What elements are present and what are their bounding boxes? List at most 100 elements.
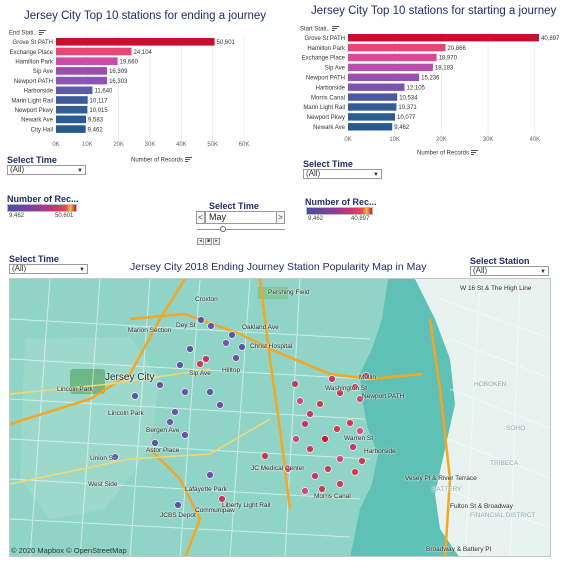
station-value: (All) bbox=[473, 266, 487, 275]
station-marker[interactable] bbox=[187, 346, 194, 353]
bar bbox=[56, 125, 86, 133]
sort-icon[interactable] bbox=[471, 150, 478, 156]
station-marker[interactable] bbox=[357, 428, 364, 435]
map-label-bergen: Bergen Ave bbox=[146, 427, 180, 434]
step-forward-button[interactable]: ▸ bbox=[213, 238, 220, 245]
station-marker[interactable] bbox=[302, 421, 309, 428]
station-marker[interactable] bbox=[337, 481, 344, 488]
step-back-button[interactable]: ◂ bbox=[197, 238, 204, 245]
bar-value-label: 9,462 bbox=[88, 127, 104, 133]
x-tick-label: 50K bbox=[207, 142, 218, 148]
start-color-legend bbox=[306, 207, 373, 215]
station-marker[interactable] bbox=[297, 398, 304, 405]
category-label: Exchange Place bbox=[302, 56, 346, 62]
station-marker[interactable] bbox=[177, 362, 184, 369]
station-marker[interactable] bbox=[350, 444, 357, 451]
station-marker[interactable] bbox=[317, 401, 324, 408]
start-measure-label: Number of Records bbox=[417, 151, 469, 157]
bar bbox=[56, 57, 118, 65]
category-label: Grove St PATH bbox=[13, 40, 53, 46]
station-marker[interactable] bbox=[203, 356, 210, 363]
map-label-morris: Morris Canal bbox=[314, 493, 351, 500]
x-tick-label: 30K bbox=[145, 142, 156, 148]
map-label-west-side: West Side bbox=[88, 481, 118, 488]
station-marker[interactable] bbox=[302, 488, 309, 495]
station-marker[interactable] bbox=[293, 436, 300, 443]
bar bbox=[348, 103, 396, 110]
station-dropdown[interactable]: (All) ▼ bbox=[470, 266, 549, 276]
time-slider-track[interactable] bbox=[197, 229, 285, 230]
station-marker[interactable] bbox=[233, 355, 240, 362]
select-time-label: Select Time bbox=[7, 155, 57, 165]
bar-value-label: 20,866 bbox=[447, 46, 466, 52]
station-marker[interactable] bbox=[239, 344, 246, 351]
station-marker[interactable] bbox=[229, 332, 236, 339]
station-marker[interactable] bbox=[292, 381, 299, 388]
x-tick-label: 40K bbox=[529, 137, 540, 143]
station-map[interactable]: Pershing Field Croxton Dey St Marion Sec… bbox=[9, 278, 551, 557]
end-chart-title: Jersey City Top 10 stations for ending a… bbox=[24, 10, 266, 22]
station-marker[interactable] bbox=[359, 458, 366, 465]
map-label-oakland: Oakland Ave bbox=[242, 324, 279, 331]
category-label: Grove St PATH bbox=[305, 36, 345, 42]
category-label: Newport PATH bbox=[14, 79, 53, 85]
station-marker[interactable] bbox=[207, 389, 214, 396]
station-marker[interactable] bbox=[352, 469, 359, 476]
select-time2-dropdown[interactable]: (All) ▼ bbox=[303, 169, 382, 179]
station-marker[interactable] bbox=[197, 361, 204, 368]
station-marker[interactable] bbox=[198, 317, 205, 324]
bar-value-label: 18,970 bbox=[439, 56, 458, 62]
next-button[interactable]: > bbox=[276, 211, 285, 224]
station-marker[interactable] bbox=[347, 420, 354, 427]
map-label-croxton: Croxton bbox=[195, 296, 218, 303]
start-chart-svg: 0K 10K 20K 30K 40KGrove St PATH 40,897Hamilto… bbox=[290, 30, 572, 150]
category-label: Marin Light Rail bbox=[303, 105, 345, 111]
category-label: Newark Ave bbox=[21, 118, 54, 124]
start-measure-header[interactable]: Number of Records bbox=[417, 150, 478, 157]
station-marker[interactable] bbox=[207, 472, 214, 479]
station-marker[interactable] bbox=[208, 323, 215, 330]
station-marker[interactable] bbox=[312, 473, 319, 480]
map-label-pershing: Pershing Field bbox=[268, 289, 310, 296]
station-marker[interactable] bbox=[322, 436, 329, 443]
station-marker[interactable] bbox=[337, 456, 344, 463]
bar-value-label: 18,183 bbox=[435, 66, 454, 72]
map-label-marion: Marion Section bbox=[128, 327, 171, 334]
station-marker[interactable] bbox=[262, 453, 269, 460]
station-marker[interactable] bbox=[325, 466, 332, 473]
station-marker[interactable] bbox=[132, 393, 139, 400]
station-marker[interactable] bbox=[334, 426, 341, 433]
end-chart-svg: 0K 10K 20K 30K 40K 50K 60KGrove St PATH 50,601E… bbox=[0, 34, 270, 174]
bar bbox=[348, 123, 392, 130]
station-marker[interactable] bbox=[167, 419, 174, 426]
bar-value-label: 16,303 bbox=[109, 79, 128, 85]
stop-button[interactable]: ■ bbox=[205, 238, 212, 245]
station-marker[interactable] bbox=[329, 376, 336, 383]
end-measure-header[interactable]: Number of Records bbox=[131, 157, 192, 164]
x-tick-label: 40K bbox=[176, 142, 187, 148]
pager-value-box[interactable]: May bbox=[205, 211, 277, 224]
bar-value-label: 9,583 bbox=[88, 118, 104, 124]
map-time-dropdown[interactable]: (All) ▼ bbox=[9, 264, 88, 274]
station-marker[interactable] bbox=[175, 502, 182, 509]
prev-button[interactable]: < bbox=[196, 211, 205, 224]
station-marker[interactable] bbox=[307, 446, 314, 453]
map-label-union: Union St bbox=[90, 455, 115, 462]
sort-icon[interactable] bbox=[185, 157, 192, 163]
x-tick-label: 10K bbox=[82, 142, 93, 148]
station-marker[interactable] bbox=[172, 409, 179, 416]
station-marker[interactable] bbox=[152, 440, 159, 447]
station-marker[interactable] bbox=[157, 382, 164, 389]
station-marker[interactable] bbox=[182, 432, 189, 439]
bar-value-label: 15,236 bbox=[421, 76, 440, 82]
map-label-jcbs: JCBS Depot bbox=[160, 512, 196, 519]
chevron-down-icon: ▼ bbox=[77, 167, 83, 175]
select-time-dropdown[interactable]: (All) ▼ bbox=[7, 165, 86, 175]
end-legend-max: 50,601 bbox=[55, 213, 73, 219]
time-slider-handle[interactable] bbox=[220, 226, 226, 232]
station-marker[interactable] bbox=[307, 411, 314, 418]
station-marker[interactable] bbox=[182, 389, 189, 396]
station-marker[interactable] bbox=[223, 340, 230, 347]
station-marker[interactable] bbox=[217, 402, 224, 409]
station-marker[interactable] bbox=[319, 486, 326, 493]
